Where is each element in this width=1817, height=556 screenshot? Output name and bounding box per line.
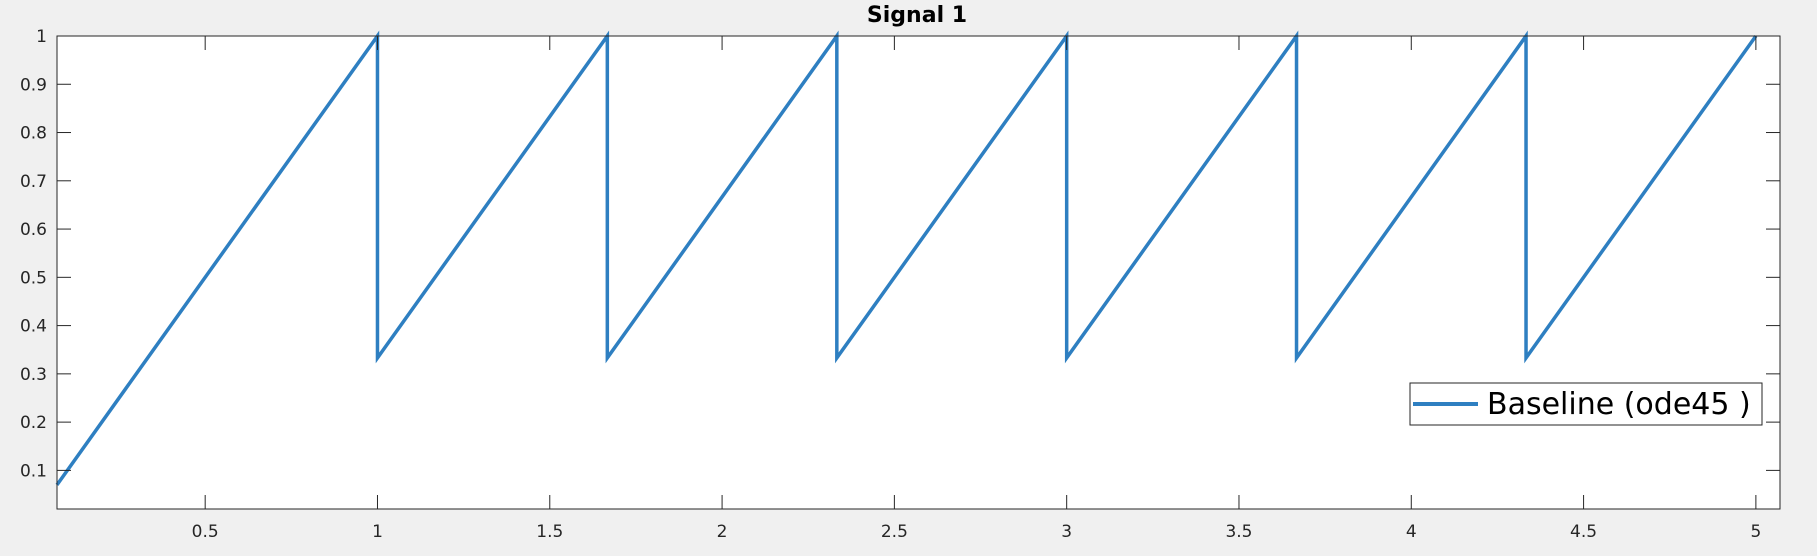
- series-line-0: [55, 30, 1758, 486]
- x-tick-label: 3.5: [1225, 522, 1252, 542]
- x-tick-label: 4.5: [1570, 522, 1597, 542]
- y-tick-label: 1: [36, 27, 47, 47]
- y-tick-label: 0.8: [20, 124, 47, 144]
- y-tick-label: 0.1: [20, 461, 47, 481]
- y-tick-label: 0.7: [20, 172, 47, 192]
- x-tick-label: 0.5: [192, 522, 219, 542]
- x-tick-label: 2: [717, 522, 728, 542]
- y-tick-label: 0.4: [20, 317, 47, 337]
- x-tick-label: 3: [1061, 522, 1072, 542]
- y-tick-label: 0.3: [20, 365, 47, 385]
- legend-label: Baseline (ode45 ): [1487, 387, 1751, 422]
- tick-layer: 0.5 1 1.5 2 2.5 3 3.5 4 4.5 5 0.1 0.2 0.3 0.4 0.5 0.6 0.…: [20, 27, 1780, 542]
- x-tick-label: 1.5: [536, 522, 563, 542]
- legend[interactable]: Baseline (ode45 ): [1409, 382, 1763, 426]
- y-tick-label: 0.2: [20, 413, 47, 433]
- series-layer: [55, 30, 1758, 486]
- y-tick-label: 0.9: [20, 75, 47, 95]
- x-tick-label: 2.5: [881, 522, 908, 542]
- plot-area: [57, 36, 1780, 509]
- x-tick-label: 5: [1750, 522, 1761, 542]
- x-tick-label: 1: [372, 522, 383, 542]
- y-tick-label: 0.5: [20, 268, 47, 288]
- y-tick-label: 0.6: [20, 220, 47, 240]
- axes-box: [56, 35, 1781, 510]
- chart-title: Signal 1: [867, 3, 967, 28]
- x-tick-label: 4: [1406, 522, 1417, 542]
